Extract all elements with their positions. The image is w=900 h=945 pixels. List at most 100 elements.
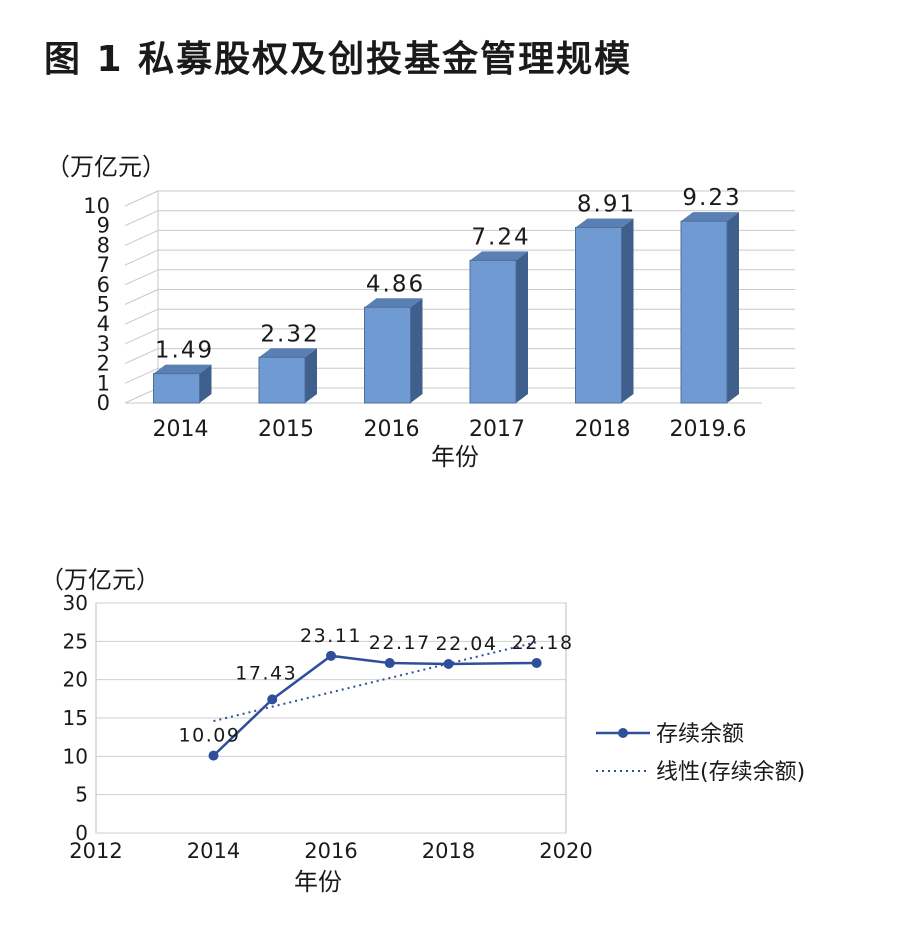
bar xyxy=(258,348,317,404)
bar-front xyxy=(575,226,622,404)
bar-chart-y-tick: 1 xyxy=(97,371,110,395)
bar-chart-gridline-depth xyxy=(124,328,159,345)
line-chart-x-tick: 2020 xyxy=(539,839,592,863)
bar xyxy=(364,298,423,404)
line-chart-x-axis-label: 年份 xyxy=(294,868,342,896)
bar-front xyxy=(258,356,306,404)
bar-chart-unit-label: （万亿元） xyxy=(46,153,166,181)
bar-chart-gridline-depth xyxy=(124,249,159,266)
bar-front xyxy=(364,306,411,404)
bar-top xyxy=(259,348,317,358)
bar-top xyxy=(153,364,212,374)
bar xyxy=(680,212,739,404)
bar-chart-gridline-depth xyxy=(124,190,159,207)
bar-chart-x-tick: 2016 xyxy=(364,417,420,442)
bar-chart-gridline-depth xyxy=(124,229,159,246)
line-chart-y-tick: 10 xyxy=(63,744,88,768)
line-chart-x-tick: 2012 xyxy=(69,839,122,863)
bar-data-label: 4.86 xyxy=(366,271,425,297)
bar-chart-y-tick: 9 xyxy=(97,214,110,238)
series-line xyxy=(212,654,537,757)
point-data-label: 22.04 xyxy=(436,633,498,655)
bar-chart-x-tick: 2017 xyxy=(469,417,525,442)
bar-data-label: 1.49 xyxy=(155,338,214,364)
bar-chart-y-tick: 6 xyxy=(97,273,110,297)
line-chart-x-tick: 2014 xyxy=(187,839,240,863)
bar-chart-x-tick: 2019.6 xyxy=(670,417,747,442)
line-chart-y-tick: 0 xyxy=(75,821,88,845)
legend-label: 线性(存续余额) xyxy=(656,760,805,785)
legend-label: 存续余额 xyxy=(656,722,744,747)
bar-data-label: 7.24 xyxy=(471,224,530,250)
bar-chart-gridline-depth xyxy=(124,308,159,325)
legend-marker xyxy=(618,728,628,738)
line-chart-y-ticks: 0 5 10 15 20 25 30 xyxy=(63,591,88,845)
bar-chart-y-tick: 3 xyxy=(97,332,110,356)
line-chart-x-tick: 2018 xyxy=(422,839,475,863)
bar-chart-y-tick: 2 xyxy=(97,352,110,376)
bar xyxy=(575,218,634,404)
series-point xyxy=(208,750,219,761)
bar-top xyxy=(575,218,634,228)
series-point xyxy=(384,658,395,669)
bar-chart-x-axis-label: 年份 xyxy=(431,443,479,471)
line-chart-x-tick: 2016 xyxy=(304,839,357,863)
line-chart-grid xyxy=(96,602,566,834)
line-chart-y-tick: 15 xyxy=(63,706,88,730)
line-chart-y-tick: 25 xyxy=(63,629,88,653)
trendline xyxy=(213,641,537,723)
bar-side xyxy=(410,298,423,403)
bar-chart-gridline-depth xyxy=(124,367,159,384)
line-chart-y-tick: 5 xyxy=(75,783,88,807)
bar-data-label: 9.23 xyxy=(682,185,741,211)
bar-chart-gridline-depth xyxy=(124,289,159,305)
bar-chart-y-tick: 4 xyxy=(97,312,110,336)
bar-data-label: 8.91 xyxy=(577,191,636,217)
bar-front xyxy=(680,220,728,404)
bar-chart-y-tick: 8 xyxy=(97,233,110,257)
bar xyxy=(469,251,528,404)
line-chart-series xyxy=(208,641,542,761)
bar-chart-y-tick: 10 xyxy=(83,194,110,218)
bar-side xyxy=(516,251,528,403)
series-point xyxy=(531,657,542,668)
point-data-label: 17.43 xyxy=(235,662,297,684)
series-point xyxy=(267,694,278,705)
point-data-label: 10.09 xyxy=(179,725,241,747)
line-chart-y-tick: 30 xyxy=(63,591,88,615)
bar-side xyxy=(305,348,317,403)
point-data-label: 22.17 xyxy=(369,632,431,654)
bar-chart-data-labels: 1.49 2.32 4.86 7.24 8.91 9.23 xyxy=(155,185,741,364)
bar-top xyxy=(681,212,739,222)
bar-chart-x-tick: 2015 xyxy=(258,417,314,442)
bar-chart-gridline-depth xyxy=(124,387,159,404)
bar-chart-bars xyxy=(153,212,739,404)
bar-chart-x-tick: 2014 xyxy=(153,417,209,442)
line-chart-y-tick: 20 xyxy=(63,668,88,692)
bar-side xyxy=(199,364,212,403)
page-title: 图 1 私募股权及创投基金管理规模 xyxy=(44,39,633,80)
bar-chart-gridline-depth xyxy=(124,348,159,365)
bar-top xyxy=(470,251,528,261)
bar-side xyxy=(727,212,739,403)
bar xyxy=(153,364,212,404)
bar-chart-gridline-depth xyxy=(124,210,159,227)
bar-top xyxy=(364,298,423,308)
point-data-label: 23.11 xyxy=(300,625,362,647)
point-data-label: 22.18 xyxy=(512,632,574,654)
bar-chart-y-tick: 5 xyxy=(97,293,110,317)
bar-chart-y-tick: 0 xyxy=(97,391,110,415)
bar-front xyxy=(153,373,200,404)
line-chart-x-ticks: 2012 2014 2016 2018 2020 xyxy=(69,839,592,863)
bar-chart-x-ticks: 2014 2015 2016 2017 2018 2019.6 xyxy=(153,417,747,442)
bar-chart-y-tick: 7 xyxy=(97,253,110,277)
bar-chart-gridline-depth xyxy=(124,269,159,286)
bar-side xyxy=(621,218,634,403)
series-point xyxy=(326,650,336,661)
bar-chart-x-tick: 2018 xyxy=(575,417,631,442)
